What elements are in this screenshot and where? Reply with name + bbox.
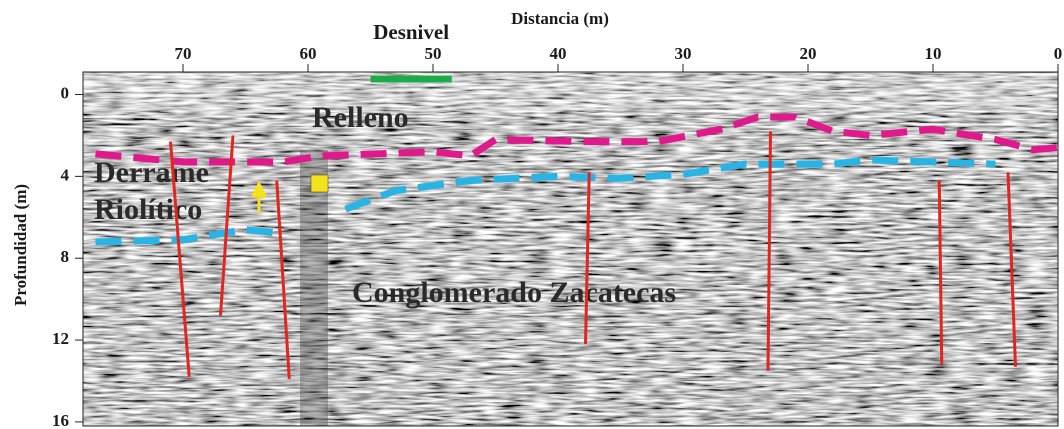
x-axis-title: Distancia (m)	[511, 9, 609, 28]
x-tick-label: 30	[675, 44, 692, 63]
y-tick-label: 8	[61, 247, 70, 266]
x-tick-label: 10	[925, 44, 942, 63]
x-tick-label: 40	[550, 44, 567, 63]
x-tick-label: 60	[300, 44, 317, 63]
x-tick-label: 70	[175, 44, 192, 63]
shallow-band	[83, 72, 1058, 112]
x-tick-label: 50	[425, 44, 442, 63]
marker-square	[311, 175, 328, 192]
x-tick-label: 20	[800, 44, 817, 63]
annotation: Relleno	[312, 101, 409, 134]
y-tick-label: 4	[61, 165, 70, 184]
y-tick-label: 16	[52, 411, 69, 429]
radargram	[83, 72, 1058, 426]
annotation: Riolítico	[94, 193, 202, 226]
y-tick-label: 0	[61, 83, 70, 102]
desnivel-label: Desnivel	[373, 20, 449, 44]
y-tick-label: 12	[52, 329, 69, 348]
annotation: Conglomerado Zacatecas	[352, 276, 676, 309]
x-tick-label: 0	[1054, 44, 1063, 63]
chart: Distancia (m) Profundidad (m) Relleno De…	[0, 0, 1064, 429]
y-axis-title: Profundidad (m)	[11, 184, 30, 306]
